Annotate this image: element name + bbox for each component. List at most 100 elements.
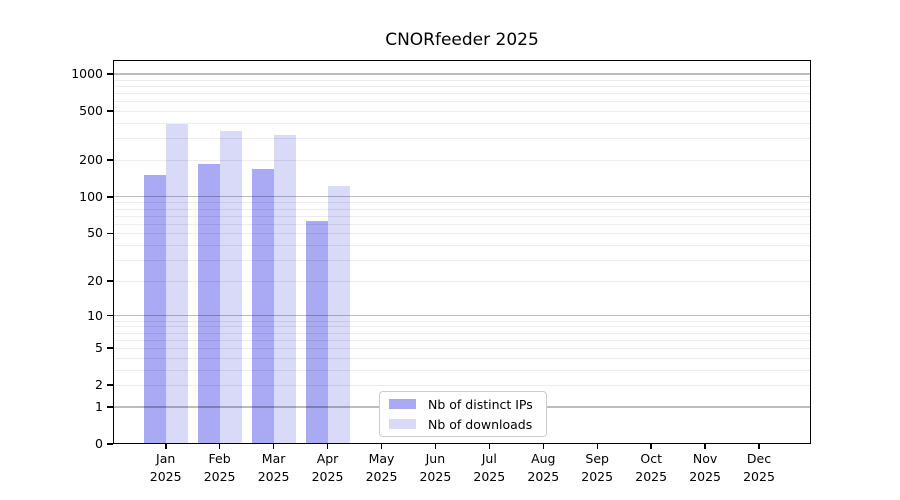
gridline-major [113, 314, 811, 317]
y-tick [107, 280, 113, 282]
legend-label-distinct-ips: Nb of distinct IPs [428, 396, 533, 412]
bar-downloads [273, 134, 296, 444]
y-tick-label: 200 [79, 152, 103, 167]
x-tick-year: 2025 [311, 469, 344, 484]
gridline-minor [113, 339, 811, 341]
y-tick-label: 100 [79, 188, 103, 204]
y-tick-label: 50 [87, 225, 103, 241]
x-tick [542, 444, 544, 449]
x-tick [596, 444, 598, 449]
bar-distinct-ips [305, 221, 328, 444]
y-tick [107, 232, 113, 235]
gridline-major [113, 196, 811, 198]
gridline-minor [113, 223, 811, 225]
legend-swatch-downloads [389, 419, 416, 429]
x-tick-year: 2025 [527, 469, 560, 484]
gridline-minor [113, 369, 811, 371]
gridline-minor [113, 215, 811, 217]
gridline-minor [113, 245, 811, 247]
x-tick [488, 444, 491, 449]
legend-item-downloads: Nb of downloads [389, 416, 537, 433]
x-tick-year: 2025 [473, 469, 506, 484]
x-tick-month: Jan [156, 451, 176, 466]
legend-swatch-distinct-ips [389, 399, 416, 409]
x-tick [165, 444, 167, 449]
y-tick [107, 196, 113, 198]
x-tick-year: 2025 [743, 469, 775, 484]
y-tick [107, 159, 113, 161]
x-tick-label: Mar 2025 [246, 450, 302, 486]
x-tick [758, 444, 760, 449]
x-tick [650, 444, 652, 449]
y-tick [107, 406, 113, 408]
x-tick [218, 444, 221, 449]
bar-downloads [165, 124, 188, 444]
x-tick-month: Jul [481, 451, 497, 466]
bar-distinct-ips [143, 174, 166, 444]
gridline-major [113, 73, 811, 75]
gridline-minor [113, 233, 811, 235]
x-tick-label: Jan 2025 [138, 450, 194, 486]
y-tick-label: 10 [87, 307, 103, 323]
x-tick-month: Mar [261, 451, 286, 466]
x-tick-month: Nov [692, 451, 718, 466]
gridline-minor [113, 332, 811, 334]
x-tick-month: Dec [746, 451, 772, 466]
x-tick-year: 2025 [689, 469, 721, 484]
bar-downloads [327, 186, 350, 444]
x-tick [272, 444, 275, 449]
x-tick-year: 2025 [257, 469, 290, 484]
legend-item-distinct-ips: Nb of distinct IPs [389, 396, 537, 413]
gridline-minor [113, 85, 811, 87]
x-tick-year: 2025 [149, 469, 182, 484]
x-tick [704, 444, 706, 449]
x-tick-month: Oct [640, 451, 662, 466]
gridline-minor [113, 101, 811, 103]
x-tick-month: May [368, 451, 395, 466]
y-tick-label: 1000 [71, 66, 103, 81]
gridline-minor [113, 79, 811, 81]
x-tick-label: Apr 2025 [300, 450, 356, 486]
x-tick-month: Jun [425, 451, 446, 466]
gridline-minor [113, 208, 811, 210]
legend-label-downloads: Nb of downloads [428, 416, 533, 432]
bar-distinct-ips [251, 169, 274, 444]
gridline-minor [113, 160, 811, 161]
y-tick [107, 73, 113, 75]
bar-distinct-ips [197, 163, 220, 444]
x-tick-label: May 2025 [354, 450, 410, 486]
x-tick-label: Feb 2025 [192, 450, 248, 486]
x-tick-label: Jul 2025 [461, 450, 517, 486]
gridline-minor [113, 357, 811, 359]
y-tick [107, 110, 113, 112]
x-tick-label: Sep 2025 [569, 450, 625, 486]
x-tick-label: Nov 2025 [677, 450, 733, 486]
x-tick [380, 444, 383, 449]
y-tick-label: 500 [79, 103, 103, 119]
y-tick [107, 347, 113, 349]
bar-downloads [219, 131, 242, 444]
y-tick-label: 20 [87, 272, 103, 288]
x-tick-month: Aug [531, 451, 556, 466]
x-tick-year: 2025 [365, 469, 398, 484]
legend: Nb of distinct IPs Nb of downloads [379, 391, 547, 437]
y-tick-label: 1 [95, 398, 103, 414]
x-tick-year: 2025 [635, 469, 668, 484]
plot-area: 0 1 2 5 10 20 50 100 200 500 1000 Jan 2025 Feb 2025 Mar… [71, 60, 811, 484]
x-tick-label: Oct 2025 [623, 450, 679, 486]
gridline-minor [113, 260, 811, 262]
axis-ticks-layer: 0 1 2 5 10 20 50 100 200 500 1000 Jan 2025 Feb 2025 Mar… [71, 60, 811, 484]
x-tick-month: Apr [316, 451, 339, 466]
gridline-minor [113, 280, 811, 282]
y-tick [107, 314, 113, 317]
y-tick [107, 443, 113, 445]
gridline-minor [113, 348, 811, 349]
x-tick-month: Sep [585, 451, 609, 466]
y-tick-label: 2 [95, 377, 103, 393]
gridline-minor [113, 138, 811, 140]
chart-title: CNORfeeder 2025 [385, 30, 539, 50]
gridline-minor [113, 111, 811, 113]
gridline-minor [113, 385, 811, 387]
bars-layer [113, 60, 811, 444]
